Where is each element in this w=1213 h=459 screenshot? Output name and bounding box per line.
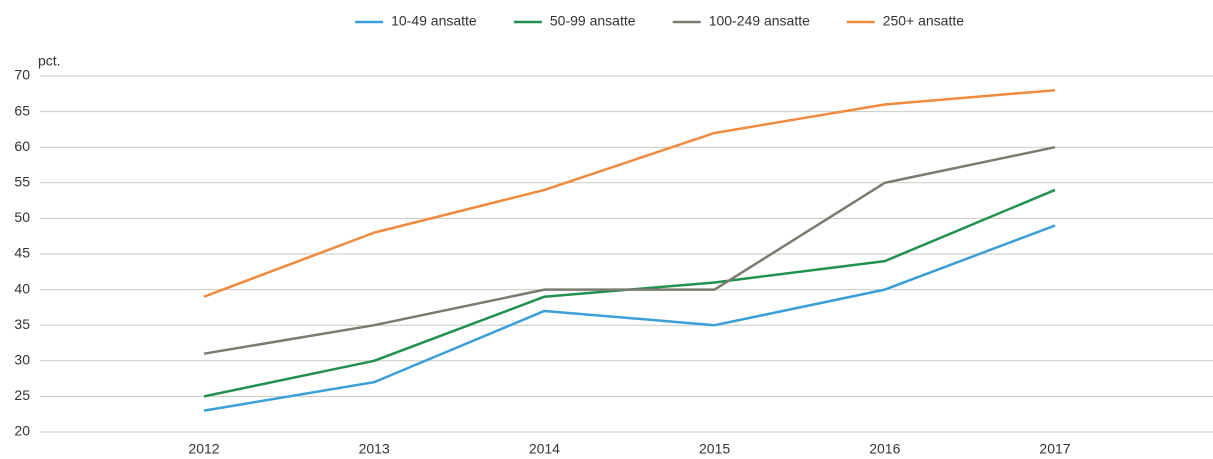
y-tick-label: 45 xyxy=(14,245,30,261)
legend-label: 50-99 ansatte xyxy=(550,13,636,29)
series-line xyxy=(203,188,1056,398)
y-tick-label: 50 xyxy=(14,209,30,225)
legend-label: 250+ ansatte xyxy=(883,13,965,29)
y-tick-label: 25 xyxy=(14,387,30,403)
x-tick-label: 2017 xyxy=(1039,441,1070,457)
y-tick-label: 55 xyxy=(14,174,30,190)
y-tick-label: 20 xyxy=(14,423,30,439)
legend-label: 10-49 ansatte xyxy=(391,13,477,29)
y-tick-label: 30 xyxy=(14,352,30,368)
y-axis-label: pct. xyxy=(38,53,61,69)
series-line xyxy=(203,145,1056,355)
x-tick-label: 2014 xyxy=(529,441,560,457)
y-tick-label: 65 xyxy=(14,102,30,118)
x-tick-label: 2015 xyxy=(699,441,730,457)
legend-label: 100-249 ansatte xyxy=(709,13,810,29)
x-tick-label: 2016 xyxy=(869,441,900,457)
series-line xyxy=(203,88,1056,298)
y-tick-label: 35 xyxy=(14,316,30,332)
y-tick-label: 60 xyxy=(14,138,30,154)
y-tick-label: 40 xyxy=(14,280,30,296)
y-tick-label: 70 xyxy=(14,67,30,83)
series-line xyxy=(203,224,1056,412)
x-tick-label: 2012 xyxy=(188,441,219,457)
x-tick-label: 2013 xyxy=(359,441,390,457)
